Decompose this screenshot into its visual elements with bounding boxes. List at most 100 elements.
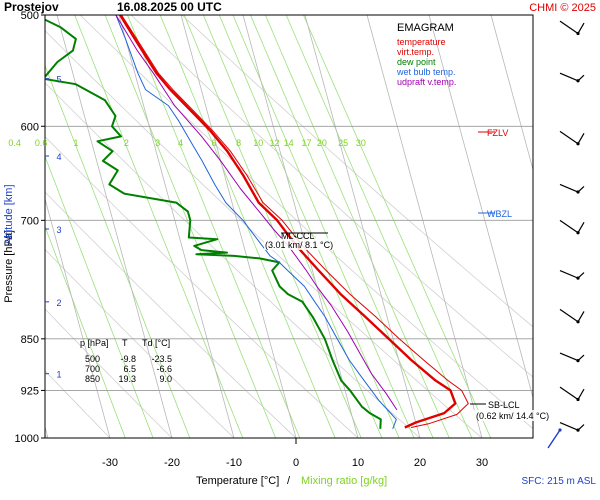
wind-barb-dot <box>576 231 580 235</box>
wind-barb-flag <box>577 133 585 145</box>
mixing-ratio-line <box>183 15 362 438</box>
mixing-ratio-label: 12 <box>270 138 280 148</box>
pressure-tick-label: 500 <box>21 10 39 22</box>
wind-barb-flag <box>577 388 585 400</box>
sb-lcl-value: (0.62 km/ 14.4 °C) <box>476 411 549 421</box>
updraft-series <box>115 15 398 411</box>
temp-tick-label: 10 <box>352 457 364 469</box>
table-header-t: T <box>122 338 128 348</box>
dry-adiabat-line <box>130 15 533 378</box>
dew-point-series <box>45 18 382 429</box>
wind-barb-flag <box>577 311 585 323</box>
series-group <box>45 15 469 429</box>
mixing-ratio-line <box>104 15 276 438</box>
sb-lcl-label: SB-LCL <box>488 400 520 410</box>
wind-barb <box>559 308 585 324</box>
table-cell: 700 <box>85 364 100 374</box>
legend-item-wet-bulb: wet bulb temp. <box>396 67 456 77</box>
isotherm-line <box>304 15 421 438</box>
mixing-ratio-label: 0.4 <box>8 138 21 148</box>
ml-ccl-annotation: ML-CCL (3.01 km/ 8.1 °C) <box>264 231 346 250</box>
legend-item-dew-point: dew point <box>397 57 436 67</box>
legend-item-updraft: udpraft v.temp. <box>397 77 456 87</box>
pressure-tick-label: 600 <box>21 121 39 133</box>
isotherm-line <box>242 15 359 438</box>
wind-barb-dot <box>576 31 580 36</box>
altitude-tick-label: 1 <box>56 370 61 380</box>
y-axis-label-pressure: Pressure [hPa] <box>3 230 15 303</box>
wind-barb-staff <box>559 386 579 401</box>
wind-barb <box>559 421 585 432</box>
isotherm-line <box>118 15 235 438</box>
wind-barb-dot <box>576 142 580 146</box>
table-cell: 9.0 <box>159 374 172 384</box>
virtual-temperature-series <box>121 15 469 428</box>
wbzl-label: WBZL <box>487 209 512 219</box>
wind-barb-staff <box>559 72 579 82</box>
sb-lcl-annotation: SB-LCL (0.62 km/ 14.4 °C) <box>470 400 564 421</box>
wind-barb-staff <box>559 130 579 145</box>
pressure-tick-label: 925 <box>21 385 39 397</box>
dry-adiabat-line <box>45 30 483 438</box>
ml-ccl-value: (3.01 km/ 8.1 °C) <box>265 240 333 250</box>
wet-bulb-series <box>115 15 397 429</box>
isotherm-line <box>366 15 483 438</box>
wind-barb-dot <box>576 359 580 363</box>
surface-wind-barb <box>547 428 562 449</box>
mixing-ratio-line <box>203 15 383 438</box>
temp-tick-label: 20 <box>414 457 426 469</box>
mixing-ratio-line <box>159 15 336 438</box>
mixing-ratio-line <box>45 64 191 438</box>
copyright-label: CHMI © 2025 <box>529 2 596 14</box>
wind-barb <box>559 20 585 36</box>
mixing-ratio-label: 3 <box>155 138 160 148</box>
surface-wind-staff <box>547 429 561 449</box>
dry-adiabat-line <box>45 82 421 438</box>
mixing-ratio-line <box>45 225 126 438</box>
dry-adiabat-line <box>45 248 235 438</box>
wind-barb-staff <box>559 421 579 431</box>
wind-barb-dot <box>576 190 580 194</box>
ml-ccl-label: ML-CCL <box>281 231 315 241</box>
mixing-ratio-line <box>303 15 492 438</box>
table-cell: -23.5 <box>151 354 172 364</box>
station-title: Prostejov <box>4 0 59 14</box>
mixing-ratio-label: 4 <box>178 138 183 148</box>
dry-adiabat-line <box>45 308 173 438</box>
temp-tick-label: 30 <box>476 457 488 469</box>
altitude-tick-label: 3 <box>56 225 61 235</box>
mixing-ratio-label: 17 <box>302 138 312 148</box>
y-axis-label-sep: / <box>3 236 15 240</box>
dry-adiabat-line <box>45 136 359 438</box>
wind-barb-dot <box>576 320 580 324</box>
wind-barb <box>559 130 585 146</box>
mixing-ratio-label: 14 <box>284 138 294 148</box>
dry-adiabat-line <box>45 370 111 438</box>
table-cell: 6.5 <box>123 364 136 374</box>
mixing-ratio-line <box>250 15 434 438</box>
x-axis-label-temp: Temperature [°C] <box>196 475 279 487</box>
table-cell: 500 <box>85 354 100 364</box>
sfc-label: SFC: 215 m ASL <box>522 476 597 487</box>
x-axis-label-sep: / <box>287 475 291 487</box>
pressure-tick-label: 700 <box>21 215 39 227</box>
table-cell: -6.6 <box>156 364 172 374</box>
table-header-p: p [hPa] <box>80 338 109 348</box>
isotherm-line <box>45 197 111 438</box>
mixing-ratio-line <box>45 155 154 438</box>
dry-adiabat-line <box>45 191 297 438</box>
plot-frame <box>44 14 534 439</box>
y-axis-label-altitude: Altitude [km] <box>3 184 15 245</box>
mixing-ratio-label: 2 <box>124 138 129 148</box>
pressure-tick-label: 1000 <box>15 433 39 445</box>
table-header-td: Td [°C] <box>142 338 170 348</box>
dry-adiabat-line <box>181 15 533 328</box>
datetime-label: 16.08.2025 00 UTC <box>117 0 222 14</box>
isotherm-line <box>490 15 533 172</box>
wind-barb-staff <box>559 20 579 34</box>
wind-barb-dot <box>576 79 580 83</box>
wind-barb <box>559 269 585 280</box>
pressure-tick-label: 850 <box>21 334 39 346</box>
table-cell: 850 <box>85 374 100 384</box>
mixing-ratio-line <box>232 15 415 438</box>
